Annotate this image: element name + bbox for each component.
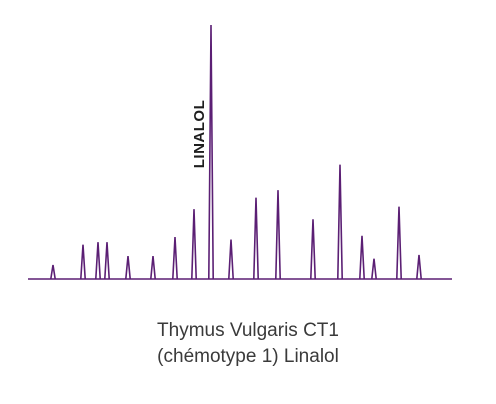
peak-13 xyxy=(310,219,316,280)
peak-5 xyxy=(125,256,131,280)
peaks-group xyxy=(50,24,422,280)
caption-line-1: Thymus Vulgaris CT1 xyxy=(157,320,339,341)
peak-2 xyxy=(80,244,86,280)
peak-1 xyxy=(50,264,56,280)
peak-11 xyxy=(253,197,259,280)
peak-8 xyxy=(191,209,197,280)
peak-9 xyxy=(208,24,214,280)
caption-line-2: (chémotype 1) Linalol xyxy=(157,346,339,367)
peak-16 xyxy=(371,258,377,280)
peak-17 xyxy=(396,206,402,280)
annotation-linalol: LINALOL xyxy=(191,100,208,169)
peak-10 xyxy=(228,239,234,280)
peak-12 xyxy=(275,190,281,280)
peak-4 xyxy=(104,242,110,280)
peak-6 xyxy=(150,256,156,280)
peak-14 xyxy=(337,164,343,280)
peak-15 xyxy=(359,235,365,280)
peak-7 xyxy=(172,237,178,280)
peak-18 xyxy=(416,254,422,280)
peak-3 xyxy=(95,242,101,280)
chromatogram-chart: LINALOL xyxy=(28,24,452,280)
